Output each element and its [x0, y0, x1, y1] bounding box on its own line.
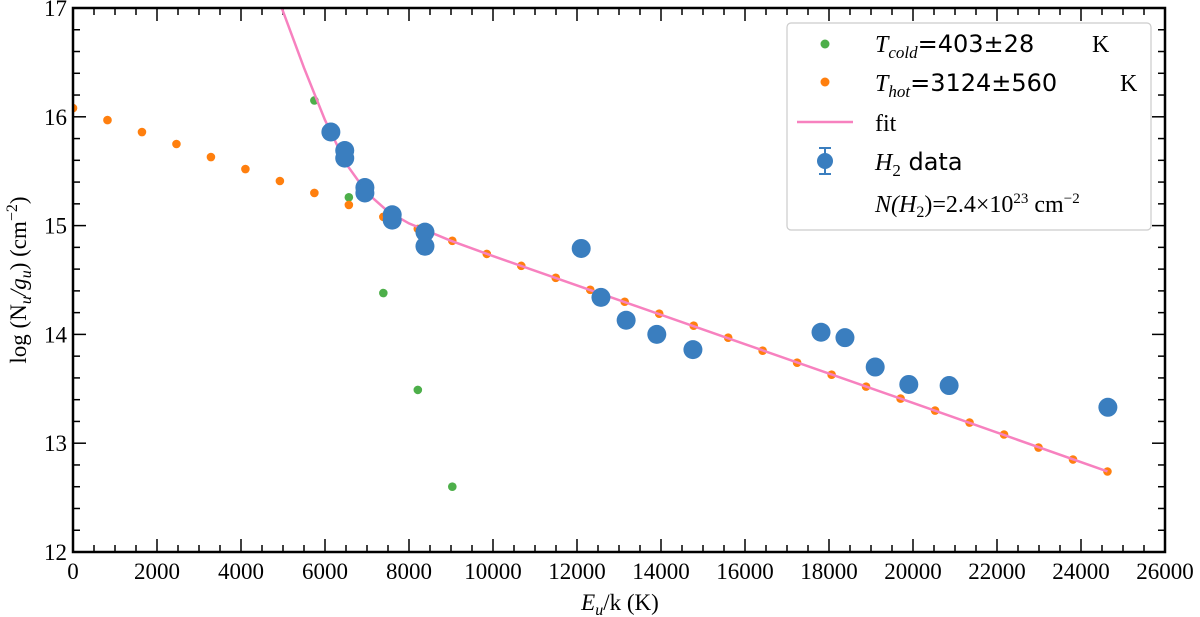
y-tick-label: 17	[44, 0, 67, 21]
h2-data-point	[647, 324, 667, 344]
hot-component-point	[172, 139, 181, 149]
hot-component-point	[241, 164, 250, 174]
h2-data-point	[571, 238, 591, 258]
x-tick-label: 0	[67, 559, 79, 584]
x-tick-label: 16000	[716, 559, 774, 584]
h2-data-point	[415, 236, 435, 256]
y-tick-label: 16	[44, 105, 67, 130]
x-tick-label: 22000	[968, 559, 1026, 584]
x-tick-label: 20000	[884, 559, 942, 584]
x-tick-label: 24000	[1052, 559, 1110, 584]
legend-box	[786, 22, 1152, 231]
legend-marker-hot	[820, 77, 830, 87]
x-tick-label: 14000	[632, 559, 690, 584]
hot-component-point	[275, 176, 285, 186]
legend-label-cold: Tcold=403±28 K	[875, 30, 1110, 62]
cold-component-point	[379, 288, 388, 298]
x-tick-label: 10000	[464, 559, 522, 584]
legend-label-fit: fit	[875, 111, 897, 137]
x-tick-label: 4000	[218, 559, 264, 584]
legend-label-hot: Thot=3124±560 K	[875, 69, 1138, 101]
h2-data-point	[899, 374, 919, 394]
h2-data-point	[335, 148, 355, 168]
plot-marks	[73, 8, 1118, 492]
hot-component-point	[103, 115, 112, 125]
x-tick-label: 18000	[800, 559, 858, 584]
hot-component-point	[1103, 467, 1112, 476]
legend-marker-cold	[820, 39, 830, 49]
h2-data-point	[835, 328, 855, 348]
hot-component-point	[344, 200, 354, 210]
hot-component-point	[137, 127, 147, 137]
h2-data-point	[1098, 397, 1118, 417]
h2-data-point	[591, 287, 611, 307]
legend-column-density-note: N(H2)=2.4×1023 cm−2	[874, 191, 1080, 221]
hot-component-point	[310, 188, 319, 198]
hot-component-point	[206, 152, 216, 162]
h2-data-point	[865, 357, 885, 377]
cold-component-point	[448, 482, 457, 492]
legend-label-data: H2 data	[874, 148, 963, 180]
x-tick-label: 8000	[386, 559, 432, 584]
x-tick-label: 12000	[548, 559, 606, 584]
cold-component-point	[413, 385, 423, 395]
x-axis-label: Eu/k (K)	[580, 590, 659, 617]
plot-frame	[71, 6, 1167, 554]
h2-data-point	[616, 310, 636, 330]
h2-data-point	[939, 376, 959, 396]
y-tick-label: 12	[44, 540, 67, 565]
y-axis-label: log (Nu/gu) (cm−2)	[4, 196, 35, 363]
axis-ticks: 0 2000 4000 6000 8000 10000 12000 14000 16000 180…	[44, 0, 1194, 584]
legend-marker-data	[817, 147, 833, 175]
h2-data-point	[415, 222, 435, 242]
y-tick-label: 14	[44, 322, 68, 347]
cold-component-point	[344, 193, 354, 202]
y-tick-label: 13	[44, 431, 67, 456]
x-tick-label: 2000	[134, 559, 180, 584]
h2-data-point	[683, 340, 703, 360]
x-tick-label: 26000	[1136, 559, 1194, 584]
h2-data-point	[321, 122, 341, 142]
h2-data-point	[811, 322, 831, 342]
x-tick-label: 6000	[302, 559, 348, 584]
h2-data-point	[355, 183, 375, 203]
y-tick-label: 15	[44, 214, 67, 239]
legend: Tcold=403±28 K Thot=3124±560 K fit H2 data…	[786, 22, 1152, 231]
h2-data-point	[382, 210, 402, 230]
